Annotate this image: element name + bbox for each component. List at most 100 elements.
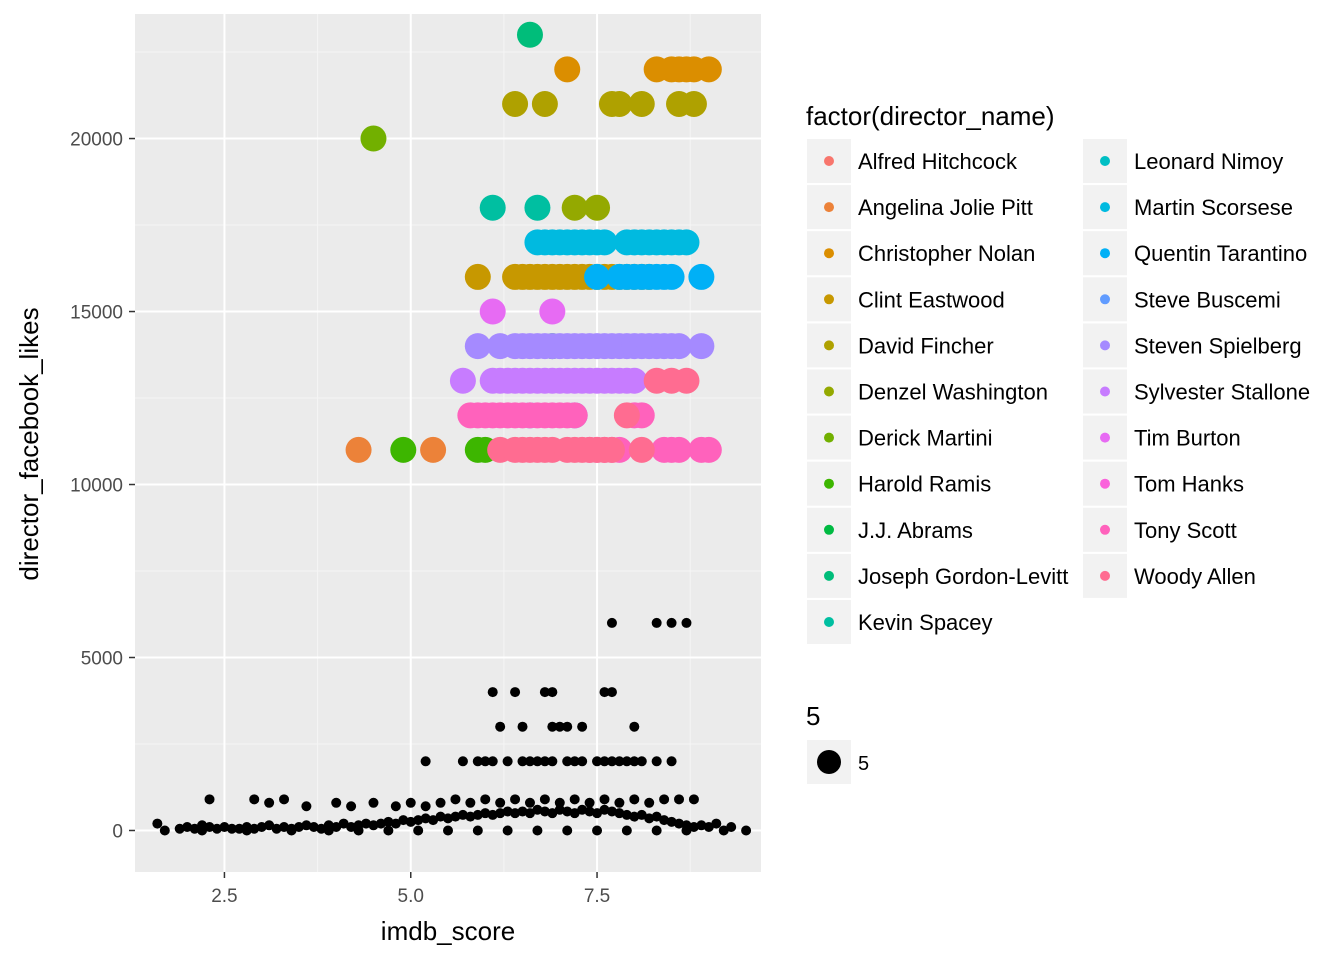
- legend-label: Denzel Washington: [858, 380, 1048, 405]
- data-point-small: [666, 816, 677, 827]
- legend-label: Derick Martini: [858, 426, 992, 451]
- data-point-small: [249, 794, 260, 805]
- data-point-small: [547, 756, 558, 767]
- legend-marker: [824, 294, 834, 305]
- data-point-director: [606, 90, 633, 117]
- data-point-director: [524, 194, 551, 221]
- data-point-small: [681, 617, 692, 628]
- legend-marker: [1100, 202, 1110, 213]
- data-point-director: [673, 367, 700, 394]
- data-point-director: [479, 194, 506, 221]
- legend-label: Harold Ramis: [858, 472, 991, 497]
- data-point-small: [636, 756, 647, 767]
- legend-label: Tom Hanks: [1134, 472, 1244, 497]
- data-point-director: [688, 333, 715, 360]
- data-point-director: [695, 436, 722, 463]
- data-point-small: [279, 794, 290, 805]
- data-point-small: [420, 801, 431, 812]
- data-point-small: [368, 797, 379, 808]
- data-point-small: [293, 822, 304, 833]
- data-point-small: [614, 797, 625, 808]
- data-point-small: [465, 811, 476, 822]
- data-point-small: [472, 756, 483, 767]
- data-point-small: [480, 794, 491, 805]
- data-point-small: [226, 823, 237, 834]
- data-point-director: [628, 90, 655, 117]
- data-point-small: [487, 809, 498, 820]
- y-tick-label: 0: [112, 821, 123, 842]
- legend-marker: [1100, 432, 1110, 443]
- data-point-small: [390, 818, 401, 829]
- data-point-small: [741, 825, 752, 836]
- data-point-small: [539, 756, 550, 767]
- data-point-small: [539, 794, 550, 805]
- data-point-small: [666, 756, 677, 767]
- x-tick-label: 2.5: [211, 886, 237, 907]
- data-point-small: [524, 756, 535, 767]
- data-point-small: [599, 687, 610, 698]
- legend-marker: [824, 478, 834, 489]
- color-legend-items: Alfred Hitchcock Angelina Jolie Pitt Chris…: [807, 139, 1310, 644]
- data-point-small: [606, 756, 617, 767]
- data-point-small: [219, 822, 230, 833]
- data-point-small: [256, 822, 267, 833]
- data-point-small: [152, 818, 163, 829]
- legend: factor(director_name) Alfred Hitchcock An…: [806, 101, 1310, 784]
- legend-marker: [824, 248, 834, 259]
- size-legend-marker: [817, 750, 841, 774]
- data-point-director: [695, 56, 722, 83]
- data-point-small: [644, 797, 655, 808]
- data-point-small: [510, 687, 521, 698]
- data-point-small: [353, 825, 364, 836]
- legend-marker: [1100, 156, 1110, 166]
- data-point-small: [614, 756, 625, 767]
- data-point-director: [531, 90, 558, 117]
- data-point-small: [204, 822, 215, 833]
- data-point-small: [435, 811, 446, 822]
- data-point-small: [621, 825, 632, 836]
- data-point-small: [443, 813, 453, 824]
- y-axis-label: director_facebook_likes: [14, 307, 44, 580]
- data-point-small: [539, 806, 550, 817]
- data-point-small: [584, 806, 595, 817]
- data-point-director: [680, 90, 707, 117]
- data-point-director: [449, 367, 476, 394]
- legend-marker: [824, 432, 834, 443]
- legend-label: David Fincher: [858, 333, 994, 358]
- data-point-small: [159, 825, 170, 836]
- data-point-small: [562, 721, 573, 732]
- data-point-small: [383, 825, 394, 836]
- data-point-small: [316, 823, 327, 834]
- data-point-small: [510, 808, 521, 819]
- data-point-director: [554, 56, 581, 83]
- data-point-small: [688, 822, 699, 833]
- data-point-small: [599, 756, 610, 767]
- data-point-director: [628, 436, 655, 463]
- data-point-director: [591, 229, 618, 256]
- data-point-small: [480, 808, 491, 819]
- data-point-director: [598, 436, 625, 463]
- data-point-small: [420, 813, 431, 824]
- data-point-small: [674, 818, 685, 829]
- data-point-small: [346, 801, 357, 812]
- data-point-small: [606, 617, 617, 628]
- data-point-small: [569, 794, 580, 805]
- legend-label: Angelina Jolie Pitt: [858, 195, 1033, 220]
- data-point-director: [584, 194, 611, 221]
- data-point-director: [561, 194, 588, 221]
- legend-marker: [824, 156, 834, 166]
- data-point-small: [174, 823, 185, 834]
- data-point-small: [547, 721, 558, 732]
- legend-label: Clint Eastwood: [858, 287, 1005, 312]
- data-point-small: [495, 721, 506, 732]
- legend-label: Leonard Nimoy: [1134, 149, 1283, 174]
- data-point-small: [629, 756, 640, 767]
- plot-area: [135, 14, 761, 872]
- data-point-small: [681, 825, 692, 836]
- data-point-small: [495, 808, 506, 819]
- legend-label: Quentin Tarantino: [1134, 241, 1307, 266]
- legend-marker: [824, 202, 834, 213]
- size-legend-label: 5: [858, 753, 869, 775]
- data-point-small: [651, 811, 662, 822]
- data-point-small: [621, 809, 632, 820]
